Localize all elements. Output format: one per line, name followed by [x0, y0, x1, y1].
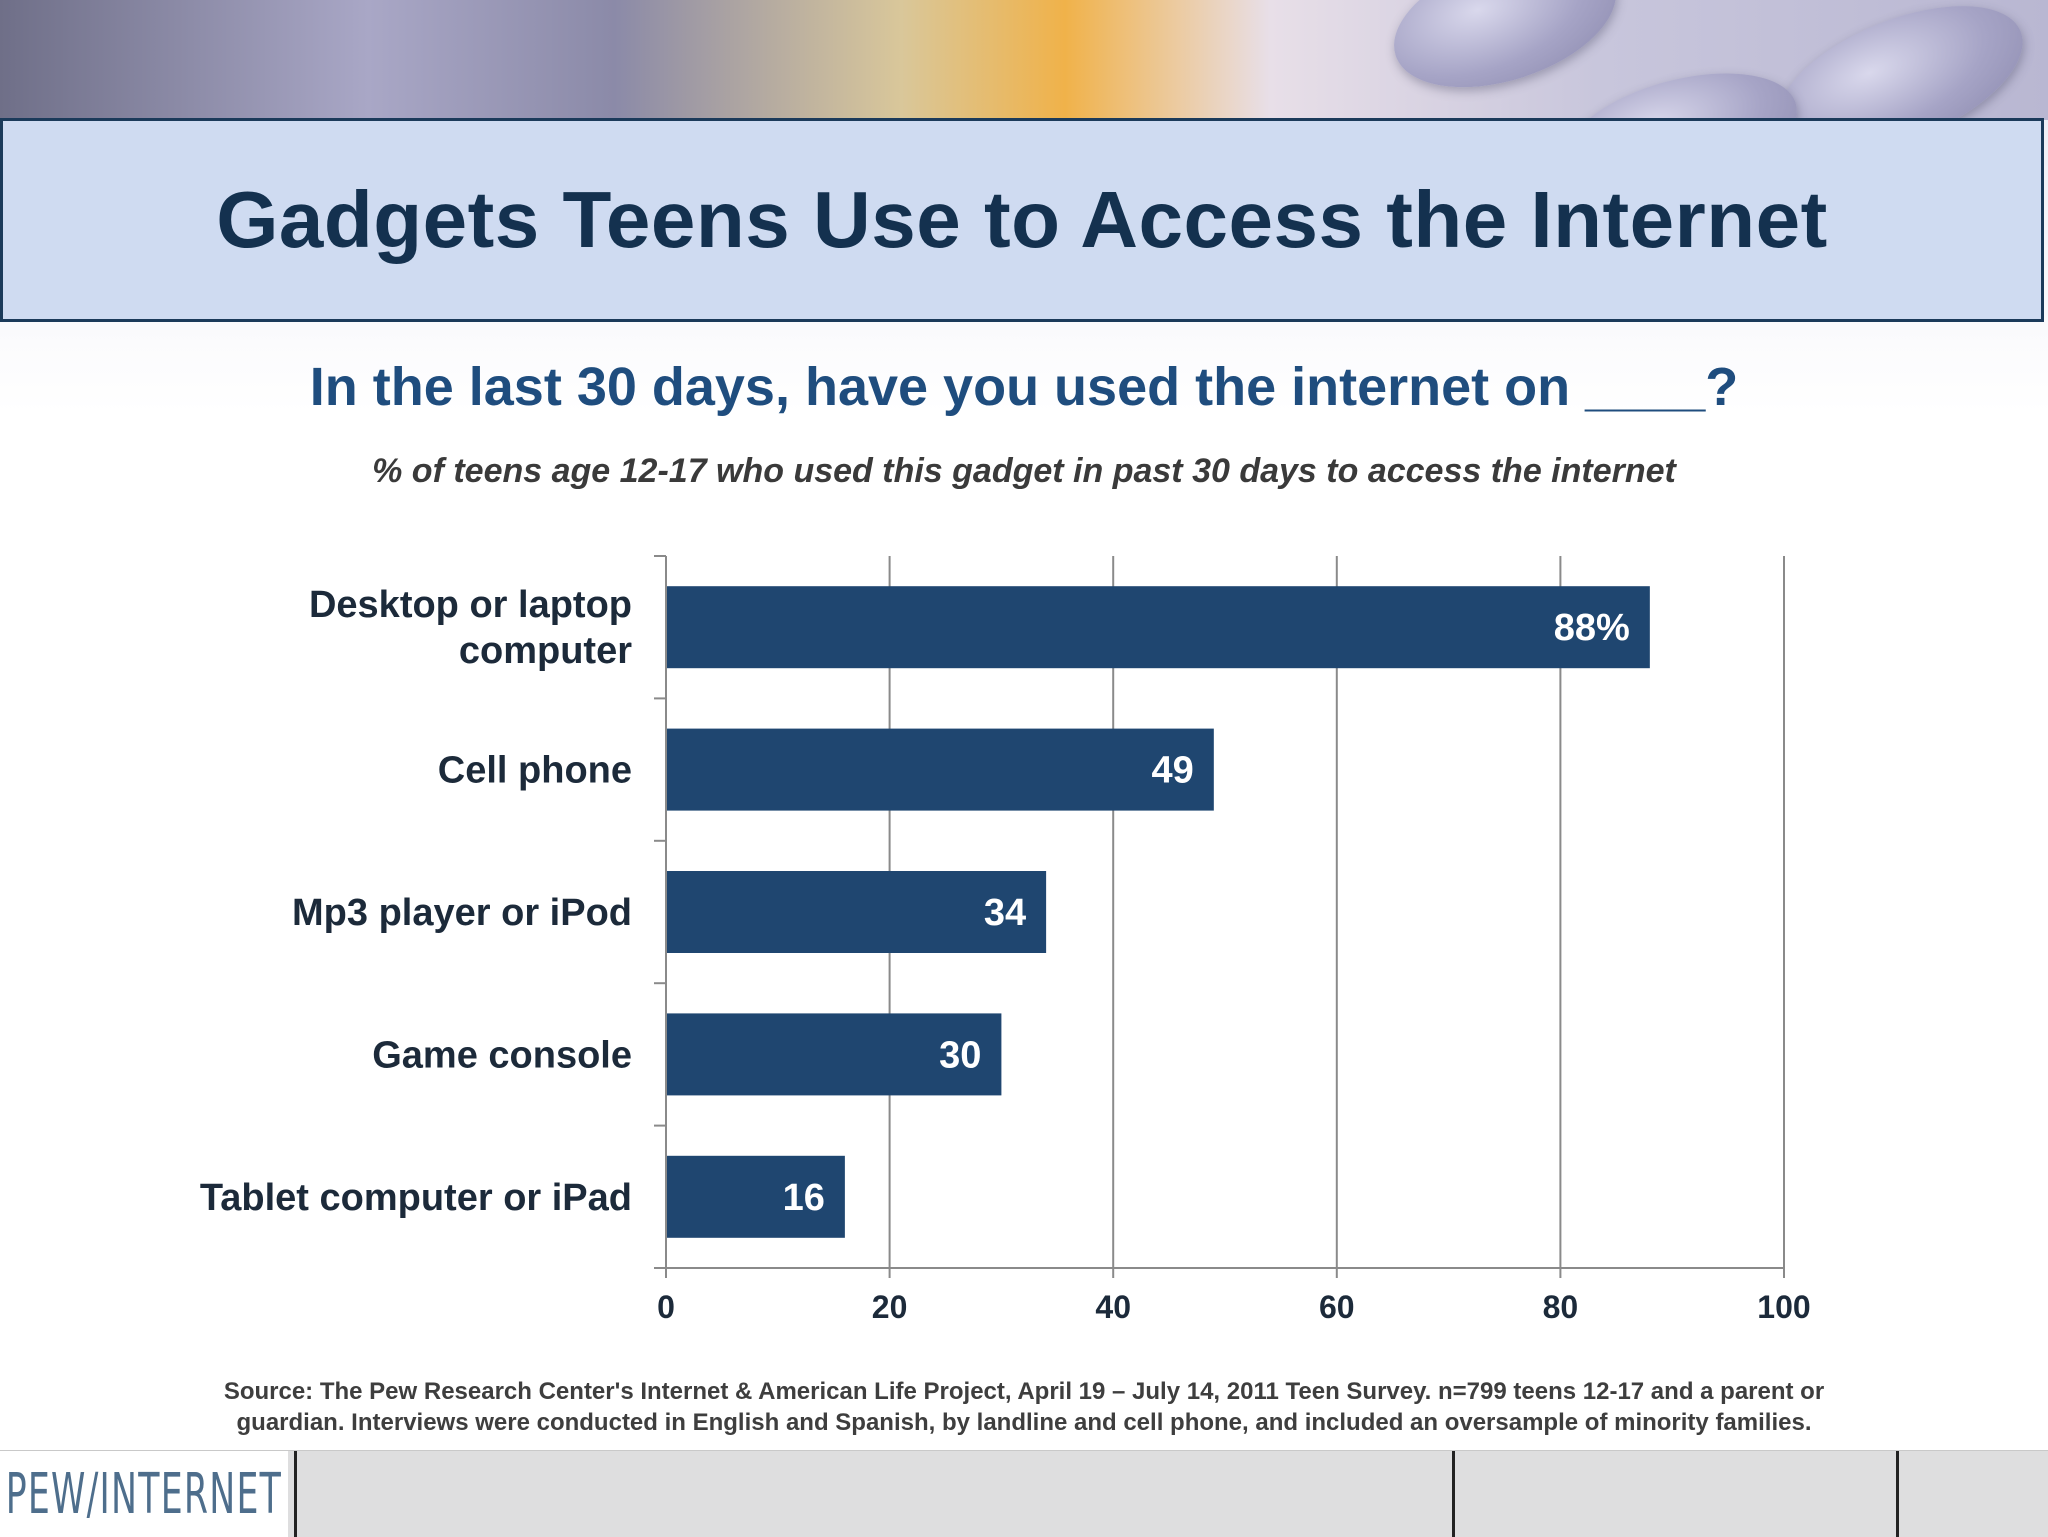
bar-value-label: 16 [783, 1177, 825, 1219]
footer-divider [1896, 1451, 1899, 1537]
bar [667, 728, 1214, 811]
title-box: Gadgets Teens Use to Access the Internet [0, 118, 2044, 322]
bar [667, 871, 1047, 953]
logo-box: PEW/INTERNET [0, 1451, 288, 1537]
x-tick-label: 40 [1095, 1289, 1131, 1325]
bar-value-label: 34 [984, 892, 1026, 934]
footer-divider [1452, 1451, 1455, 1537]
x-tick-label: 0 [657, 1289, 675, 1325]
category-label: Mp3 player or iPod [292, 892, 632, 934]
bar-chart: 0 20 40 60 80 100 88% Desktop or laptopcomputer… [200, 555, 1811, 1325]
x-tick-label: 20 [872, 1289, 908, 1325]
source-note: Source: The Pew Research Center's Intern… [140, 1376, 1908, 1438]
bar-value-label: 88% [1554, 607, 1630, 649]
bar [667, 1013, 1002, 1096]
header-banner-photo [0, 0, 2048, 120]
category-label: Cell phone [438, 750, 632, 792]
pew-internet-logo: PEW/INTERNET [5, 1461, 283, 1527]
bar-value-label: 49 [1152, 750, 1194, 792]
source-line-1: Source: The Pew Research Center's Intern… [223, 1378, 1825, 1405]
category-label: Desktop or laptop [309, 584, 632, 626]
bar [667, 586, 1650, 669]
survey-question: In the last 30 days, have you used the i… [309, 357, 1739, 417]
category-label: Tablet computer or iPad [200, 1177, 632, 1219]
source-line-2: guardian. Interviews were conducted in E… [236, 1409, 1812, 1436]
x-tick-label: 80 [1543, 1289, 1579, 1325]
footer-divider [294, 1451, 297, 1537]
category-label: Game console [372, 1034, 632, 1076]
bar-value-label: 30 [939, 1034, 981, 1076]
x-tick-label: 100 [1757, 1289, 1810, 1325]
chart-subtitle: % of teens age 12-17 who used this gadge… [372, 452, 1676, 490]
category-label: computer [459, 630, 632, 672]
bar [667, 1155, 845, 1238]
slide-title: Gadgets Teens Use to Access the Internet [216, 175, 1828, 264]
footer-bar: PEW/INTERNET [0, 1450, 2048, 1537]
x-tick-label: 60 [1319, 1289, 1355, 1325]
